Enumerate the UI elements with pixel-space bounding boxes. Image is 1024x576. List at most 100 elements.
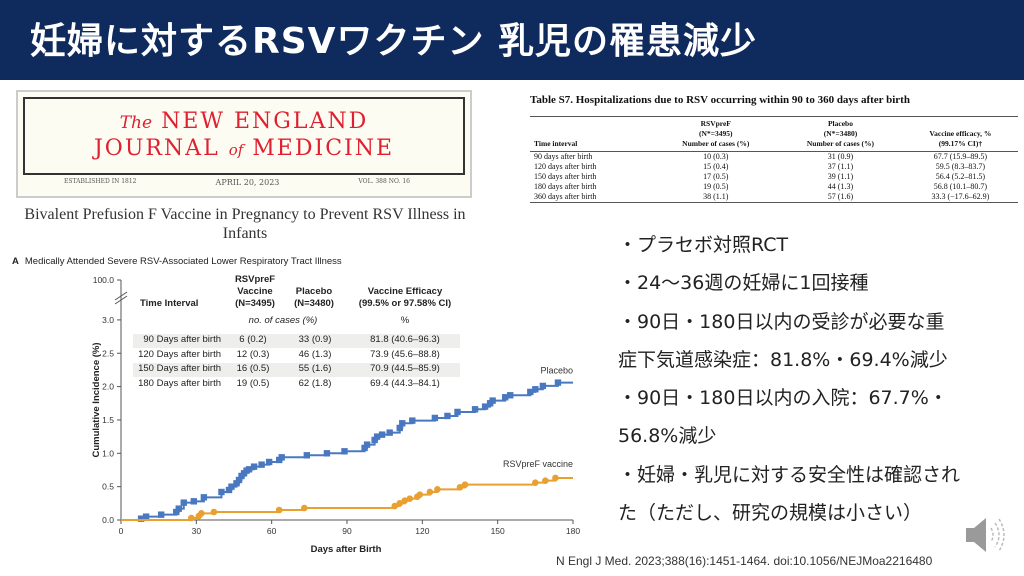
vaccine-marker [406, 495, 414, 502]
y-tick-label: 2.0 [102, 382, 114, 392]
row-vaccine: 12 (0.3) [236, 348, 270, 360]
placebo-marker [142, 513, 150, 520]
bullet-line: ・プラセボ対照RCT [618, 234, 789, 256]
vaccine-marker [416, 491, 424, 498]
vaccine-marker [210, 508, 218, 516]
table-cell: 57 (1.6) [827, 192, 854, 201]
y-tick-label: 100.0 [93, 275, 115, 285]
placebo-marker [303, 452, 311, 459]
row-efficacy: 81.8 (40.6–96.3) [370, 334, 440, 345]
panel-title: Medically Attended Severe RSV-Associated… [24, 256, 342, 267]
table-cell: 44 (1.3) [827, 182, 854, 191]
row-placebo: 33 (0.9) [298, 334, 332, 345]
header-efficacy: Vaccine Efficacy (99.5% or 97.58% CI) [358, 286, 452, 309]
header-placebo: Placebo (N=3480) [294, 286, 334, 309]
vaccine-marker [542, 477, 549, 484]
y-tick-label: 3.0 [102, 315, 114, 325]
row-placebo: 55 (1.6) [298, 363, 332, 375]
placebo-marker [481, 403, 489, 410]
table-cell: 67.7 (15.9–89.5) [933, 152, 988, 161]
row-vaccine: 19 (0.5) [236, 378, 270, 390]
placebo-marker [532, 386, 539, 393]
table-cell: 120 days after birth [534, 162, 597, 171]
panel-letter: A [12, 256, 19, 267]
placebo-marker [225, 486, 233, 494]
placebo-marker [527, 388, 534, 396]
vaccine-marker [434, 486, 441, 493]
row-vaccine: 6 (0.2) [239, 334, 267, 345]
speaker-icon[interactable] [962, 514, 1008, 558]
table-cell: 17 (0.5) [703, 172, 729, 181]
row-placebo: 62 (1.8) [298, 378, 332, 390]
vaccine-marker [188, 514, 195, 522]
bullet-line: ・90日・180日以内の入院：67.7%・ [618, 387, 948, 410]
placebo-marker [444, 412, 451, 420]
bullet-line: ・90日・180日以内の受診が必要な重 [618, 310, 945, 333]
placebo-marker [454, 408, 461, 416]
placebo-marker [157, 511, 165, 518]
row-shade [133, 334, 460, 348]
y-tick-label: 1.0 [102, 448, 114, 458]
table-cell: 150 days after birth [534, 172, 597, 181]
placebo-marker [323, 450, 331, 457]
placebo-marker [554, 379, 562, 386]
placebo-marker [399, 420, 406, 427]
x-tick-label: 120 [415, 526, 429, 536]
article-title: Bivalent Prefusion F Vaccine in Pregnanc… [24, 206, 466, 242]
placebo-marker [361, 444, 368, 452]
placebo-marker [378, 431, 386, 438]
table-cell: 90 days after birth [534, 152, 593, 161]
nejm-date: APRIL 20, 2023 [215, 178, 280, 187]
y-tick-label: 0.0 [102, 515, 114, 525]
placebo-marker [258, 461, 265, 468]
table-cell: 15 (0.4) [703, 162, 729, 171]
nejm-masthead: The NEW ENGLAND JOURNAL of MEDICINE ESTA… [16, 90, 472, 198]
table-cell: 360 days after birth [534, 192, 597, 201]
bullet-line: た（ただし、研究の規模は小さい） [618, 502, 923, 525]
row-interval: 150 Days after birth [138, 363, 221, 375]
table-cell: 37 (1.1) [827, 162, 854, 171]
table-cell: 31 (0.9) [827, 152, 854, 161]
vaccine-marker [396, 500, 404, 507]
bullet-line: ・妊婦・乳児に対する安全性は確認され [618, 463, 961, 486]
placebo-marker [502, 394, 509, 401]
table-cell: 33.3 (−17.6–62.9) [931, 192, 990, 201]
vaccine-marker [198, 510, 205, 517]
nejm-the: The [119, 113, 153, 133]
table-cell: 59.5 (8.3–83.7) [935, 162, 986, 171]
nejm-line1: NEW ENGLAND [161, 109, 369, 134]
table-row: 150 days after birth 17 (0.5) 39 (1.1) 56.4… [530, 172, 1018, 182]
placebo-marker [431, 414, 439, 422]
placebo-marker [371, 436, 378, 444]
placebo-marker [180, 499, 187, 506]
x-tick-label: 90 [342, 526, 352, 536]
placebo-marker [396, 424, 403, 432]
table-cell: 180 days after birth [534, 182, 597, 191]
header-interval: Time Interval [140, 298, 199, 309]
nejm-volume: VOL. 388 NO. 16 [358, 178, 410, 185]
table-cell: 10 (0.3) [703, 152, 729, 161]
row-efficacy: 73.9 (45.6–88.8) [370, 348, 440, 360]
nejm-journal: JOURNAL [93, 136, 220, 161]
nejm-of: of [228, 141, 244, 159]
series-label: Placebo [540, 366, 573, 376]
table-cell: 56.8 (10.1–80.7) [933, 182, 988, 191]
table-s7-title: Table S7. Hospitalizations due to RSV oc… [530, 94, 910, 106]
row-efficacy: 70.9 (44.5–85.9) [370, 363, 440, 375]
placebo-marker [471, 406, 479, 413]
vaccine-marker [275, 506, 283, 514]
y-tick-label: 2.5 [102, 348, 114, 358]
table-cell: 38 (1.1) [703, 192, 729, 201]
bullet-line: 56.8%減少 [618, 425, 717, 448]
table-s7-grid: Time interval RSVpreF (N*=3495) Number of… [530, 116, 1018, 203]
placebo-marker [539, 382, 547, 390]
nejm-medicine: MEDICINE [252, 136, 395, 161]
table-s7-header: RSVpreF (N*=3495) Number of cases (%) [653, 116, 779, 152]
row-vaccine: 16 (0.5) [236, 363, 270, 375]
table-s7: Table S7. Hospitalizations due to RSV oc… [530, 94, 1018, 203]
table-cell: 19 (0.5) [703, 182, 729, 191]
placebo-marker [218, 488, 225, 496]
placebo-marker [341, 448, 348, 455]
table-row: 180 days after birth 19 (0.5) 44 (1.3) 56.8… [530, 182, 1018, 192]
axis-break-mark [114, 295, 128, 305]
